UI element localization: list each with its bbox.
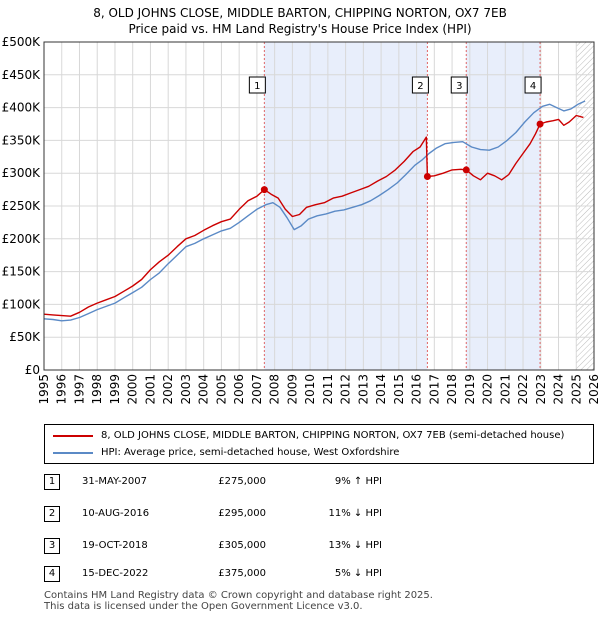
y-tick-label: £400K (2, 101, 42, 115)
transaction-number: 3 (44, 538, 60, 554)
y-tick-label: £250K (2, 199, 42, 213)
transaction-price: £375,000 (218, 568, 266, 579)
sale-point (260, 186, 268, 194)
x-tick-label: 2019 (463, 374, 477, 405)
transaction-date: 15-DEC-2022 (82, 568, 149, 579)
transaction-date: 31-MAY-2007 (82, 476, 148, 487)
y-tick-label: £300K (2, 166, 42, 180)
transaction-row: 4 15-DEC-2022 £375,000 5% ↓ HPI (44, 566, 600, 584)
annotation-label: 2 (417, 81, 423, 92)
annotation-frame (248, 76, 266, 94)
transaction-price: £305,000 (218, 540, 266, 551)
y-tick-label: £150K (2, 265, 42, 279)
x-tick-label: 2024 (552, 374, 566, 405)
transaction-date: 10-AUG-2016 (82, 508, 150, 519)
chart-subtitle: Price paid vs. HM Land Registry's House … (128, 22, 472, 36)
price-chart: 1 2 3 4 £0 £50K £100K £150K £200K £250K £300K £350K… (2, 35, 600, 405)
x-tick-label: 1996 (55, 374, 69, 405)
footer-copyright: Contains HM Land Registry data © Crown c… (44, 590, 433, 601)
x-tick-label: 2009 (285, 374, 299, 405)
x-tick-label: 2013 (356, 374, 370, 405)
x-tick-label: 2007 (250, 374, 264, 405)
annotation-label: 3 (456, 81, 462, 92)
x-tick-label: 2004 (197, 374, 211, 405)
x-tick-label: 2022 (516, 374, 530, 405)
transaction-price: £275,000 (218, 476, 266, 487)
y-tick-label: £100K (2, 297, 42, 311)
x-tick-label: 2006 (232, 374, 246, 405)
sale-point (536, 120, 544, 128)
plot-frame (43, 41, 595, 371)
transaction-date: 19-OCT-2018 (82, 540, 148, 551)
annotation-frame (450, 76, 468, 94)
transaction-number: 4 (44, 566, 60, 582)
footer: Contains HM Land Registry data © Crown c… (44, 590, 433, 612)
x-tick-label: 1997 (72, 374, 86, 405)
transaction-price: £295,000 (218, 508, 266, 519)
y-tick-label: £0 (25, 363, 40, 377)
annotation-frame (411, 76, 429, 94)
annotation-box: 1 (248, 76, 266, 94)
transaction-number: 2 (44, 506, 60, 522)
x-tick-label: 2025 (569, 374, 583, 405)
transaction-number: 1 (44, 474, 60, 490)
transaction-hpi-diff: 13% ↓ HPI (328, 540, 382, 551)
x-tick-label: 2015 (392, 374, 406, 405)
x-tick-label: 2017 (427, 374, 441, 405)
legend-swatch-hpi (53, 452, 93, 454)
legend: 8, OLD JOHNS CLOSE, MIDDLE BARTON, CHIPP… (44, 424, 594, 464)
annotation-label: 1 (254, 81, 260, 92)
legend-label-property: 8, OLD JOHNS CLOSE, MIDDLE BARTON, CHIPP… (101, 430, 565, 441)
y-tick-label: £350K (2, 133, 42, 147)
x-tick-label: 2020 (481, 374, 495, 405)
x-tick-label: 2018 (445, 374, 459, 405)
x-tick-label: 2016 (410, 374, 424, 405)
transaction-row: 3 19-OCT-2018 £305,000 13% ↓ HPI (44, 538, 600, 556)
annotation-box: 4 (524, 76, 542, 94)
transaction-hpi-diff: 11% ↓ HPI (328, 508, 382, 519)
footer-licence: This data is licensed under the Open Gov… (44, 601, 363, 612)
x-tick-label: 2003 (179, 374, 193, 405)
legend-label-hpi: HPI: Average price, semi-detached house,… (101, 447, 400, 458)
x-tick-label: 2012 (339, 374, 353, 405)
y-tick-label: £50K (9, 330, 41, 344)
hpi-line (43, 100, 586, 322)
annotation-box: 3 (450, 76, 468, 94)
y-tick-label: £200K (2, 232, 42, 246)
sale-point (462, 166, 470, 174)
x-tick-label: 1999 (108, 374, 122, 405)
x-tick-label: 2026 (587, 374, 600, 405)
transaction-row: 2 10-AUG-2016 £295,000 11% ↓ HPI (44, 506, 600, 524)
x-tick-label: 2014 (374, 374, 388, 405)
x-tick-label: 2011 (321, 374, 335, 405)
x-tick-label: 2000 (126, 374, 140, 405)
x-tick-label: 2002 (161, 374, 175, 405)
annotation-label: 4 (530, 81, 536, 92)
x-tick-label: 2021 (498, 374, 512, 405)
y-tick-label: £500K (2, 35, 42, 49)
x-tick-label: 2001 (143, 374, 157, 405)
transaction-hpi-diff: 5% ↓ HPI (334, 568, 382, 579)
sale-point (423, 172, 431, 180)
x-tick-label: 1995 (37, 374, 51, 405)
annotation-frame (524, 76, 542, 94)
legend-swatch-property (53, 435, 93, 437)
x-tick-label: 2023 (534, 374, 548, 405)
x-tick-label: 2005 (214, 374, 228, 405)
annotation-box: 2 (411, 76, 429, 94)
chart-title: 8, OLD JOHNS CLOSE, MIDDLE BARTON, CHIPP… (93, 6, 507, 20)
x-tick-label: 2008 (268, 374, 282, 405)
property-price-line (43, 114, 584, 317)
x-tick-label: 1998 (90, 374, 104, 405)
x-tick-label: 2010 (303, 374, 317, 405)
y-tick-label: £450K (2, 68, 42, 82)
transaction-hpi-diff: 9% ↑ HPI (334, 476, 382, 487)
transaction-row: 1 31-MAY-2007 £275,000 9% ↑ HPI (44, 474, 600, 492)
